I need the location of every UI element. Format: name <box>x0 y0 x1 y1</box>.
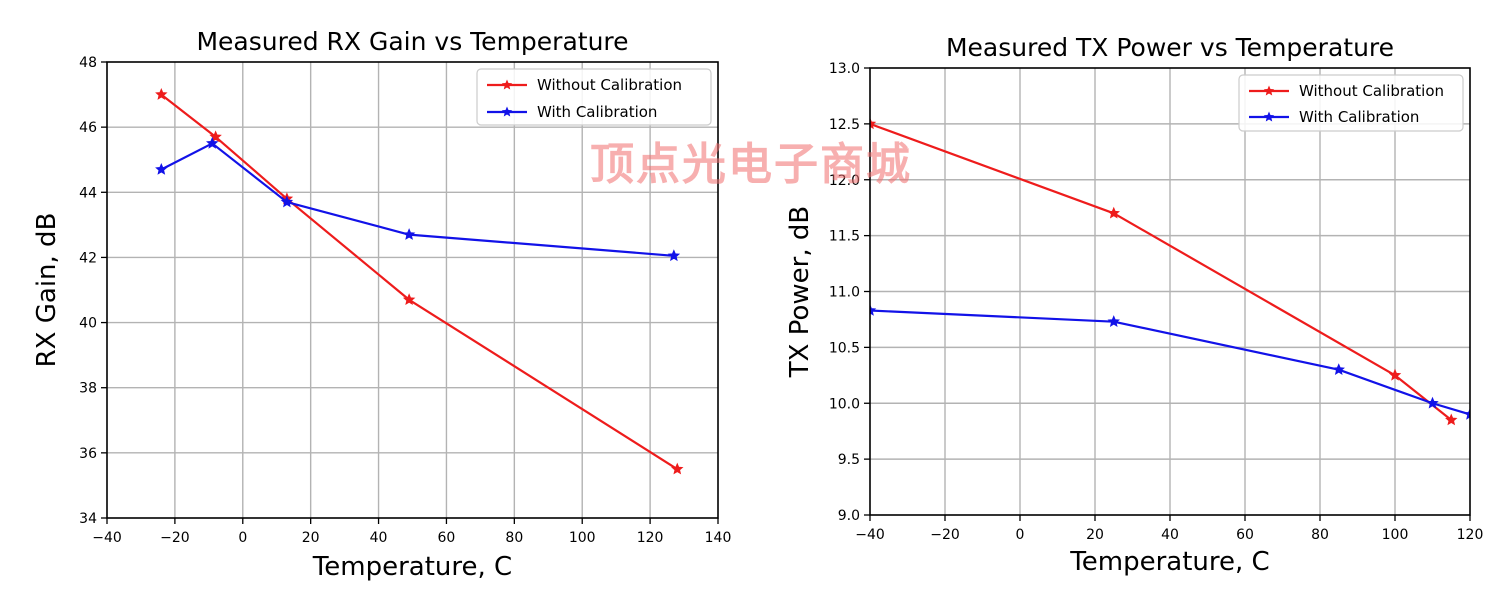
legend-box <box>1238 74 1464 132</box>
data-point <box>1107 206 1120 219</box>
data-point <box>1463 407 1470 420</box>
data-point <box>1332 363 1345 376</box>
data-point <box>402 228 416 240</box>
y-tick-label: 46 <box>79 120 97 136</box>
data-point <box>155 162 168 175</box>
data-point <box>1445 413 1458 426</box>
series-line-1 <box>870 122 1452 421</box>
y-tick-label: 12.0 <box>829 173 860 189</box>
y-tick-label: 11.0 <box>829 285 860 301</box>
x-tick-label: 20 <box>302 530 320 546</box>
data-point <box>667 249 681 262</box>
y-axis-label: RX Gain, dB <box>32 213 62 368</box>
x-axis-label: Temperature, C <box>1069 547 1269 577</box>
x-tick-label: 80 <box>1311 527 1329 543</box>
plot-area <box>107 62 718 518</box>
legend-marker-1 <box>501 79 513 90</box>
y-tick-label: 9.0 <box>838 508 860 524</box>
data-point <box>870 117 877 130</box>
axes-frame <box>106 61 719 519</box>
x-tick-label: 100 <box>569 530 596 546</box>
x-tick-label: 60 <box>438 530 456 546</box>
chart-1: −40 −20 0 20 40 60 80 100 120 140 34 36 38 40 42 44 46 48… <box>32 27 731 582</box>
data-point <box>155 88 168 100</box>
y-tick-label: 13.0 <box>829 61 860 77</box>
x-tick-label: 60 <box>1236 527 1254 543</box>
legend-label-2: With Calibration <box>1299 108 1419 126</box>
data-point <box>206 136 219 149</box>
y-tick-label: 10.5 <box>829 340 860 356</box>
y-tick-label: 12.5 <box>829 117 860 133</box>
x-tick-label: 140 <box>705 530 732 546</box>
legend-label-2: With Calibration <box>537 103 657 121</box>
data-point <box>870 303 877 316</box>
legend-marker-2 <box>1263 111 1275 122</box>
y-tick-label: 42 <box>79 250 97 266</box>
x-tick-label: 100 <box>1382 527 1409 543</box>
x-tick-label: 120 <box>1457 527 1484 543</box>
legend-marker-1 <box>1263 85 1275 96</box>
y-tick-label: 48 <box>79 55 97 71</box>
x-tick-label: −40 <box>855 527 885 543</box>
data-point <box>280 195 294 208</box>
y-tick-label: 9.5 <box>838 452 860 468</box>
y-tick-label: 38 <box>79 381 97 397</box>
x-axis-label: Temperature, C <box>312 552 512 582</box>
chart-title: Measured RX Gain vs Temperature <box>196 27 628 56</box>
y-tick-label: 40 <box>79 316 97 332</box>
data-point <box>671 462 684 475</box>
data-point <box>1426 396 1439 409</box>
legend: Without Calibration With Calibration <box>1238 74 1464 132</box>
x-tick-label: −20 <box>930 527 960 543</box>
data-point <box>402 293 416 306</box>
y-tick-label: 36 <box>79 446 97 462</box>
x-tick-label: 80 <box>505 530 523 546</box>
legend-label-1: Without Calibration <box>1299 82 1444 100</box>
x-tick-label: 0 <box>238 530 247 546</box>
y-axis-label: TX Power, dB <box>785 206 815 378</box>
y-tick-label: 10.0 <box>829 396 860 412</box>
y-tick-label: 11.5 <box>829 229 860 245</box>
x-tick-label: 40 <box>370 530 388 546</box>
data-point <box>1388 368 1402 381</box>
legend: Without Calibration With Calibration <box>476 68 712 126</box>
y-tick-label: 34 <box>79 511 97 527</box>
legend-box <box>476 68 712 126</box>
x-tick-label: 20 <box>1086 527 1104 543</box>
x-tick-label: −40 <box>92 530 122 546</box>
legend-marker-2 <box>501 106 513 117</box>
chart-title: Measured TX Power vs Temperature <box>946 33 1394 62</box>
x-tick-label: 40 <box>1161 527 1179 543</box>
legend-label-1: Without Calibration <box>537 76 682 94</box>
x-tick-label: −20 <box>160 530 190 546</box>
data-point <box>1107 315 1120 327</box>
x-tick-label: 0 <box>1016 527 1025 543</box>
chart-2: −40 −20 0 20 40 60 80 100 120 9.0 9.5 10.0 10.5 11.0 1… <box>785 33 1483 577</box>
x-tick-label: 120 <box>637 530 664 546</box>
y-tick-label: 44 <box>79 185 97 201</box>
